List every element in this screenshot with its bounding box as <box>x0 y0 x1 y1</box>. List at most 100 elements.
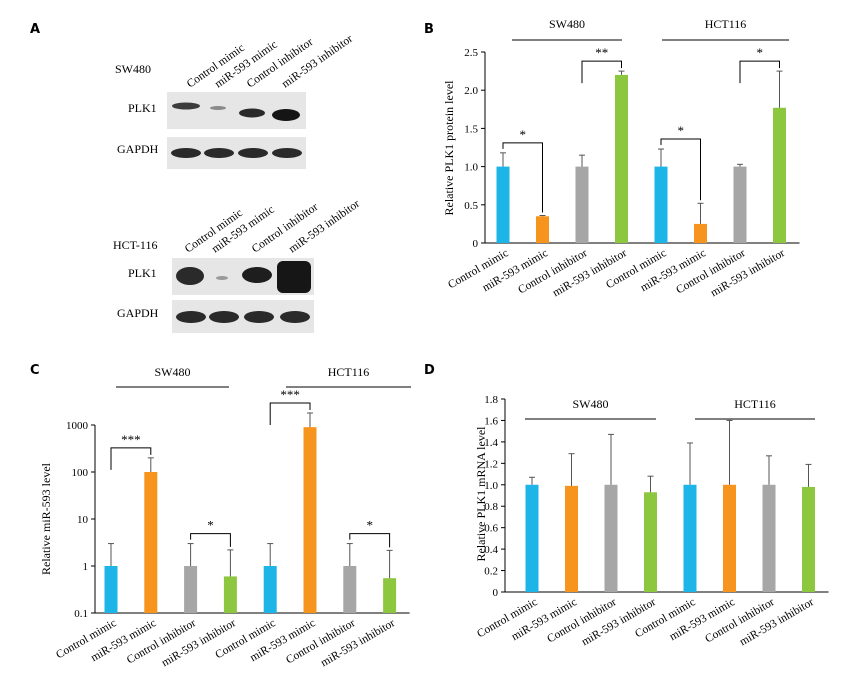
significance-label: * <box>366 518 373 533</box>
y-tick-label: 0.6 <box>484 523 498 535</box>
bar <box>575 166 589 243</box>
y-tick-label: 1.8 <box>484 394 498 406</box>
blot-row-label: GAPDH <box>117 142 159 156</box>
chart-panel-d: 0 0.2 0.4 0.6 0.8 1.0 1.2 1.4 1.6 1.8 Relative PLK… <box>474 394 829 648</box>
group-label: HCT116 <box>734 397 776 411</box>
significance-label: * <box>678 123 685 138</box>
blot-row-label: GAPDH <box>117 306 159 320</box>
bar <box>644 492 657 592</box>
bar <box>615 74 628 243</box>
blot-band <box>277 261 311 293</box>
y-tick-label: 0.5 <box>464 200 478 212</box>
bar <box>762 484 776 592</box>
group-label: SW480 <box>549 17 585 31</box>
bar <box>654 166 668 243</box>
panel-letter-c: C <box>30 363 40 378</box>
significance-bracket <box>349 533 391 548</box>
bar <box>525 484 539 592</box>
y-tick-label: 0.2 <box>484 566 498 578</box>
blot-band <box>204 148 234 158</box>
bar <box>104 566 118 613</box>
y-tick-label: 1.2 <box>484 458 498 470</box>
panel-letter-d: D <box>424 363 435 378</box>
y-tick-label: 2.0 <box>464 85 478 97</box>
significance-label: *** <box>121 432 141 447</box>
y-tick-label: 1 <box>83 561 89 573</box>
significance-label: * <box>520 127 527 142</box>
bar <box>683 484 697 592</box>
bar <box>723 484 736 592</box>
group-label: HCT116 <box>705 17 747 31</box>
significance-bracket <box>660 138 701 201</box>
significance-bracket <box>110 447 152 470</box>
y-tick-label: 1.6 <box>484 415 498 427</box>
blot-band <box>238 148 268 158</box>
y-tick-label: 10 <box>77 514 89 526</box>
bar <box>343 566 357 613</box>
blot-band <box>209 311 239 323</box>
bar <box>773 107 786 243</box>
y-tick-label: 1.0 <box>464 162 478 174</box>
bar <box>733 166 747 243</box>
blot-cell-line-label: SW480 <box>115 62 151 76</box>
y-tick-label: 1.5 <box>464 123 478 135</box>
blot-band <box>216 276 228 280</box>
bar <box>536 216 549 243</box>
y-axis-label: Relative miR-593 level <box>39 462 53 575</box>
blot-band <box>272 148 302 158</box>
blot-band <box>171 148 201 158</box>
x-tick-label: miR-593 inhibitor <box>319 617 397 669</box>
significance-label: *** <box>280 387 300 402</box>
blot-band <box>280 311 310 323</box>
y-axis-label: Relative PLK1 protein level <box>442 80 456 216</box>
y-axis-label: Relative PLK1 mRNA level <box>474 426 488 562</box>
blot-band <box>239 108 265 118</box>
significance-label: ** <box>595 45 608 60</box>
western-blot-sw480: SW480 Control mimic miR-593 mimic Contro… <box>115 33 355 169</box>
bar <box>223 576 237 613</box>
y-tick-label: 1.0 <box>484 480 498 492</box>
group-label: SW480 <box>155 365 191 379</box>
y-tick-label: 1000 <box>66 420 89 432</box>
blot-cell-line-label: HCT-116 <box>113 238 157 252</box>
significance-bracket <box>739 60 780 84</box>
significance-bracket <box>502 142 543 213</box>
blot-band <box>176 267 204 285</box>
panel-letter-a: A <box>30 22 40 37</box>
significance-bracket <box>269 402 311 426</box>
significance-bracket <box>190 533 231 547</box>
bar <box>383 578 397 613</box>
blot-band <box>172 102 200 110</box>
significance-label: * <box>207 518 214 533</box>
bar <box>604 484 618 592</box>
western-blot-hct116: HCT-116 Control mimic miR-593 mimic Cont… <box>113 198 362 333</box>
blot-lane-label: miR-593 inhibitor <box>287 198 362 256</box>
blot-row-label: PLK1 <box>128 266 157 280</box>
y-tick-label: 0.8 <box>484 501 498 513</box>
blot-row-label: PLK1 <box>128 101 157 115</box>
bar <box>496 166 510 243</box>
significance-label: * <box>757 45 764 60</box>
chart-panel-c: 0.1 1 10 100 1000 Relative miR-593 level SW480… <box>39 365 411 669</box>
blot-band <box>244 311 274 323</box>
y-tick-label: 1.4 <box>484 437 498 449</box>
group-label: HCT116 <box>328 365 370 379</box>
x-tick-label: miR-593 inhibitor <box>709 247 787 299</box>
y-tick-label: 0.4 <box>484 544 498 556</box>
bar <box>184 566 198 613</box>
bar <box>263 566 277 613</box>
group-label: SW480 <box>573 397 609 411</box>
blot-band <box>272 109 300 121</box>
bar <box>694 223 707 243</box>
bar <box>144 472 158 613</box>
blot-band <box>242 267 272 283</box>
blot-band <box>176 311 206 323</box>
significance-bracket <box>581 60 622 84</box>
chart-panel-b: 0 0.5 1.0 1.5 2.0 2.5 Relative PLK1 protein le… <box>442 17 800 299</box>
y-tick-label: 0 <box>493 587 499 599</box>
bar <box>303 427 317 613</box>
blot-band <box>210 106 226 110</box>
y-tick-label: 0 <box>473 238 479 250</box>
y-tick-label: 2.5 <box>464 47 478 59</box>
